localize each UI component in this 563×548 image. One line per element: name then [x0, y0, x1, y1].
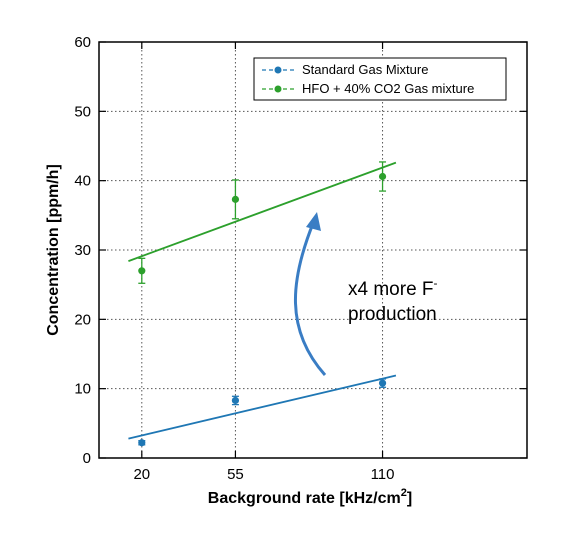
- x-axis-ticks: 20 55 110: [133, 42, 395, 483]
- legend-marker-standard: [274, 66, 282, 74]
- y-tick-label: 60: [74, 34, 91, 51]
- annotation-superscript: -: [434, 276, 438, 290]
- annotation-arrow: [294, 220, 327, 376]
- legend-label-standard: Standard Gas Mixture: [302, 62, 428, 77]
- series-layer: [128, 161, 397, 447]
- y-tick-label: 10: [74, 381, 91, 398]
- data-point: [138, 267, 146, 275]
- legend-label-hfo: HFO + 40% CO2 Gas mixture: [302, 81, 474, 96]
- annotation-arrow-head: [306, 212, 321, 231]
- y-tick-label: 20: [74, 311, 91, 328]
- legend-box: [253, 57, 507, 101]
- y-tick-label: 30: [74, 242, 91, 259]
- grid: [99, 42, 527, 458]
- plot-frame: [98, 41, 528, 459]
- data-point: [378, 379, 387, 387]
- data-point: [378, 172, 387, 181]
- data-point: [138, 439, 146, 447]
- legend-marker-hfo: [274, 85, 282, 93]
- x-tick-label: 20: [133, 466, 150, 483]
- data-point: [231, 195, 240, 203]
- x-axis-title: Background rate [kHz/cm2]: [208, 487, 412, 507]
- y-tick-label: 0: [83, 450, 91, 467]
- fit-line: [128, 374, 397, 440]
- y-axis-title: Concentration [ppm/h]: [45, 164, 62, 336]
- series-0: [128, 374, 397, 447]
- y-tick-label: 50: [74, 103, 91, 120]
- series-1: [128, 161, 397, 284]
- x-axis-title-superscript: 2: [401, 487, 407, 499]
- x-tick-label: 110: [371, 466, 395, 483]
- annotation-line1: x4 more F-: [348, 276, 438, 300]
- legend: Standard Gas Mixture HFO + 40% CO2 Gas m…: [253, 57, 507, 101]
- y-tick-label: 40: [74, 173, 91, 190]
- x-tick-label: 55: [227, 466, 244, 483]
- data-point: [231, 396, 240, 405]
- annotation-line2: production: [348, 304, 437, 325]
- y-axis-ticks: 0 10 20 30 40 50 60: [74, 34, 527, 467]
- fit-line: [128, 161, 397, 262]
